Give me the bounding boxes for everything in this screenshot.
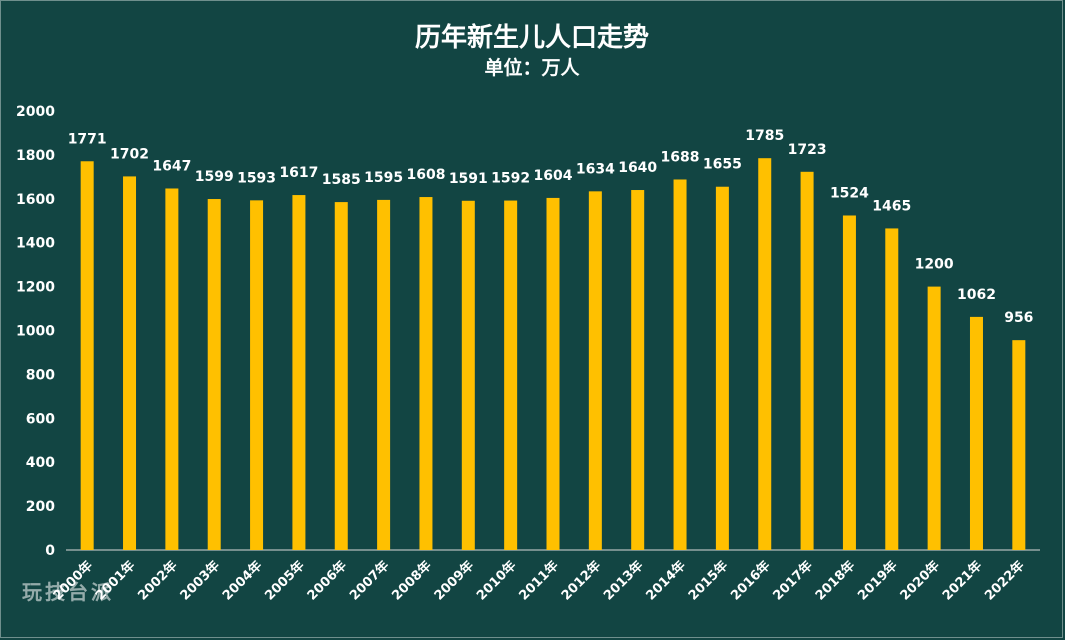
x-tick-label: 2014年 (643, 558, 689, 604)
data-label: 1595 (364, 170, 403, 186)
x-tick-label: 2010年 (473, 558, 519, 604)
bar (969, 316, 983, 550)
bar (334, 202, 348, 550)
bar (758, 158, 772, 550)
x-tick-label: 2006年 (304, 558, 350, 604)
y-tick-label: 0 (45, 543, 55, 559)
y-axis: 0 200 400 600 800 1000 1200 1400 1600 1800 2000 (16, 104, 55, 559)
bar (800, 171, 814, 550)
bar (123, 176, 137, 550)
data-label: 1655 (703, 157, 742, 173)
y-tick-label: 400 (26, 455, 55, 471)
bar (250, 200, 264, 551)
data-label: 1465 (872, 198, 911, 214)
bar (461, 200, 475, 550)
data-label: 1585 (322, 172, 361, 188)
y-tick-label: 1400 (16, 236, 55, 252)
x-tick-label: 2005年 (262, 558, 308, 604)
bar (377, 199, 391, 550)
data-label: 1617 (279, 165, 318, 181)
x-tick-label: 2008年 (389, 558, 435, 604)
data-label: 1599 (195, 169, 234, 185)
data-label: 1604 (534, 168, 573, 184)
data-label: 1771 (68, 131, 107, 147)
bar (292, 195, 306, 551)
x-tick-label: 2007年 (346, 558, 392, 604)
x-tick-label: 2004年 (219, 558, 265, 604)
bar (504, 200, 518, 550)
bars (80, 158, 1026, 551)
x-tick-label: 2015年 (685, 558, 731, 604)
y-tick-label: 1600 (16, 192, 55, 208)
bar (588, 191, 602, 550)
data-label: 1688 (661, 149, 700, 165)
bar (165, 188, 179, 550)
bar (842, 215, 856, 550)
x-tick-label: 2020年 (897, 558, 943, 604)
y-tick-label: 1000 (16, 324, 55, 340)
data-label: 1634 (576, 161, 615, 177)
x-tick-label: 2011年 (516, 558, 562, 604)
x-tick-label: 2002年 (135, 558, 181, 604)
watermark-logo: 玩技台派 (22, 580, 114, 604)
x-tick-label: 2012年 (558, 558, 604, 604)
bar (673, 179, 687, 550)
data-label: 1647 (152, 158, 191, 174)
data-label: 1062 (957, 287, 996, 303)
bar (885, 228, 899, 550)
x-tick-label: 2009年 (431, 558, 477, 604)
bar (1012, 340, 1026, 550)
y-tick-label: 600 (26, 411, 55, 427)
y-tick-label: 2000 (16, 104, 55, 120)
x-tick-label: 2016年 (727, 558, 773, 604)
chart-subtitle: 单位：万人 (484, 56, 580, 79)
data-label: 1591 (449, 171, 488, 187)
bar (80, 161, 94, 550)
data-label: 1785 (745, 128, 784, 144)
x-tick-label: 2017年 (770, 558, 816, 604)
data-label: 1524 (830, 185, 869, 201)
y-tick-label: 1200 (16, 280, 55, 296)
data-label: 1702 (110, 146, 149, 162)
bar (927, 286, 941, 550)
data-label: 1593 (237, 170, 276, 186)
x-axis: 2000年2001年2002年2003年2004年2005年2006年2007年… (50, 558, 1028, 604)
x-tick-label: 2019年 (855, 558, 901, 604)
bar (419, 197, 433, 550)
x-tick-label: 2003年 (177, 558, 223, 604)
y-tick-label: 800 (26, 367, 55, 383)
data-label: 1640 (618, 160, 657, 176)
data-label: 1608 (406, 167, 445, 183)
x-tick-label: 2022年 (982, 558, 1028, 604)
x-tick-label: 2018年 (812, 558, 858, 604)
x-tick-label: 2013年 (600, 558, 646, 604)
y-tick-label: 200 (26, 499, 55, 515)
bar (207, 199, 221, 550)
y-tick-label: 1800 (16, 148, 55, 164)
bar (715, 186, 729, 551)
bar (631, 190, 645, 550)
data-label: 1200 (915, 257, 954, 273)
bar (546, 197, 560, 550)
data-label: 1592 (491, 171, 530, 187)
data-label: 1723 (788, 142, 827, 158)
chart-title: 历年新生儿人口走势 (415, 22, 649, 53)
x-tick-label: 2021年 (939, 558, 985, 604)
data-label: 956 (1004, 310, 1033, 326)
